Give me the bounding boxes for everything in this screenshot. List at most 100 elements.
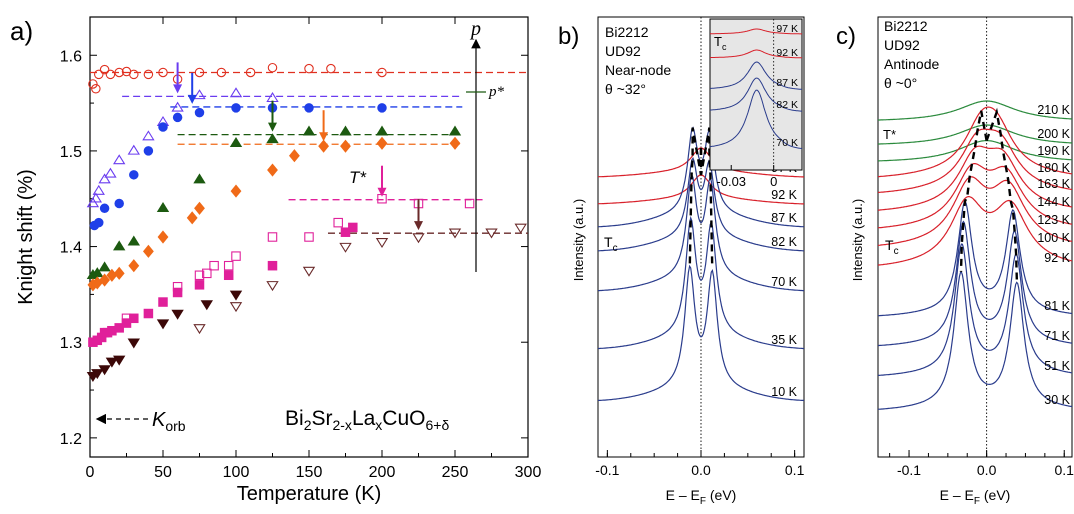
data-point	[171, 101, 184, 112]
panel-a-axes: 0 50 100 150 200 250 300 1.2 1.3 1.4 1.5 1.6	[60, 17, 542, 481]
data-point	[156, 319, 170, 330]
spectrum-curve	[877, 128, 1073, 194]
spectrum-curve	[877, 176, 1073, 246]
series-2	[89, 103, 387, 231]
data-point	[304, 232, 314, 242]
inset-x-tick-label: 0	[770, 174, 777, 189]
spectrum-curve	[877, 145, 1073, 211]
data-point	[412, 233, 425, 244]
data-point	[377, 103, 387, 113]
data-point	[158, 297, 168, 307]
series-3	[86, 125, 462, 280]
panel-b-title-line: Bi2212	[605, 24, 649, 40]
data-point	[98, 173, 111, 184]
y-tick-label: 1.4	[60, 240, 82, 257]
temperature-label: 190 K	[1037, 144, 1070, 158]
data-point	[267, 62, 278, 73]
temperature-label: 82 K	[771, 235, 797, 249]
data-point	[113, 266, 125, 280]
data-point	[231, 251, 241, 261]
data-point	[267, 260, 278, 271]
data-point	[326, 63, 336, 74]
data-point	[302, 125, 316, 136]
panel-c-tstar-label: T*	[883, 127, 896, 142]
panel-b-title-line: UD92	[605, 43, 641, 59]
x-tick-label: 300	[515, 464, 542, 481]
data-point	[94, 69, 104, 80]
data-point	[142, 244, 154, 258]
data-point	[229, 290, 243, 301]
panel-b-temperature-labels: 97 K92 K87 K82 K70 K35 K10 K	[771, 161, 797, 399]
data-point	[105, 357, 119, 368]
x-tick-label: -0.1	[897, 462, 921, 478]
panel-c-axes: -0.1 0.0 0.1	[889, 17, 1074, 478]
panel-b-inset: 97 K 92 K 87 K 82 K 70 K Tc -0.03 0	[709, 18, 803, 189]
panel-c-title-line: UD92	[884, 37, 920, 53]
panel-b-title: Bi2212 UD92 Near-node θ ~32°	[605, 24, 671, 97]
temperature-label: 200 K	[1037, 127, 1070, 141]
data-point	[98, 365, 111, 376]
panel-b-title-line: θ ~32°	[605, 81, 646, 97]
spectrum-curve	[878, 124, 1073, 145]
data-point	[99, 273, 111, 287]
data-point	[209, 260, 219, 271]
temperature-label: 81 K	[1044, 299, 1070, 313]
data-point	[194, 107, 205, 118]
panel-c-temperature-labels: 210 K 200 K 190 K 180 K 163 K 144 K 123 K 100 K…	[1037, 103, 1070, 407]
data-point	[340, 139, 351, 153]
data-point	[339, 242, 352, 253]
spectrum-curve	[877, 196, 1073, 266]
data-point	[375, 238, 389, 249]
spectrum-curve	[598, 215, 805, 350]
data-point	[127, 338, 140, 349]
data-point	[121, 318, 132, 328]
data-point	[127, 144, 140, 155]
data-point	[448, 228, 462, 239]
x-tick-label: 200	[369, 464, 396, 481]
tstar-arrow-head	[377, 187, 387, 197]
x-tick-label: 250	[442, 464, 469, 481]
series-5	[88, 222, 358, 347]
data-point	[113, 240, 126, 251]
panel-a: a) 0 50 100 150 200 250 300 1.2 1.3 1.4 1.5 1.6 Tem…	[10, 16, 541, 505]
temperature-label: 92 K	[1044, 251, 1070, 265]
data-point	[229, 87, 243, 98]
data-point	[98, 261, 111, 272]
x-tick-label: 150	[296, 464, 323, 481]
data-point	[172, 287, 183, 298]
data-point	[143, 308, 154, 319]
data-point	[304, 103, 314, 113]
data-point	[348, 222, 358, 233]
data-point	[375, 125, 389, 136]
data-point	[194, 270, 205, 281]
data-point	[377, 67, 387, 78]
spectrum-curve	[878, 243, 1073, 376]
data-point	[194, 201, 205, 215]
temperature-label: 92 K	[771, 188, 797, 202]
panel-b-tc-label: Tc	[604, 234, 618, 254]
tstar-label: T*	[349, 168, 367, 187]
tstar-arrow-head	[187, 94, 197, 104]
data-point	[193, 89, 206, 100]
inset-temperature-label: 92 K	[776, 47, 798, 59]
data-point	[143, 69, 154, 80]
panel-a-xlabel: Temperature (K)	[237, 483, 382, 505]
series-0	[88, 62, 387, 94]
data-point	[194, 280, 205, 290]
y-tick-label: 1.3	[60, 335, 82, 352]
data-point	[86, 197, 100, 208]
panel-a-label: a)	[10, 16, 33, 46]
data-point	[193, 173, 206, 184]
inset-curve	[710, 61, 802, 90]
data-point	[288, 149, 300, 163]
data-point	[223, 260, 234, 271]
temperature-label: 10 K	[771, 385, 797, 399]
data-point	[142, 130, 155, 141]
data-point	[121, 313, 132, 324]
data-point	[91, 369, 104, 380]
data-point	[129, 313, 139, 324]
tstar-arrows	[173, 62, 423, 231]
inset-curve	[710, 28, 802, 35]
y-tick-label: 1.6	[60, 48, 82, 65]
data-point	[114, 67, 124, 78]
